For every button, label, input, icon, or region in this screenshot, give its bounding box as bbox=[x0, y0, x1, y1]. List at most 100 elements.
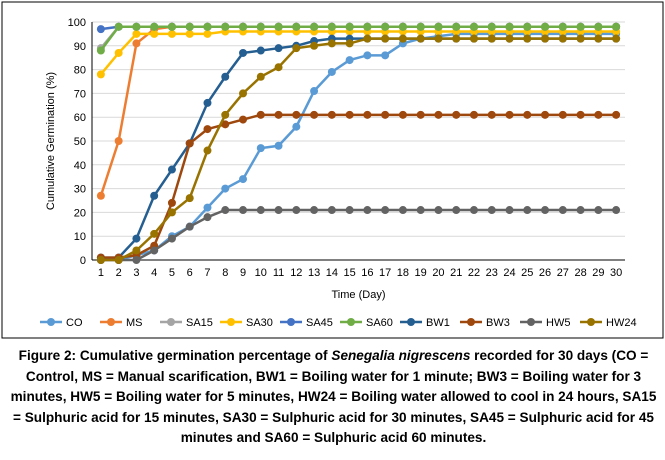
x-tick-label: 17 bbox=[379, 267, 391, 279]
point-sa30 bbox=[203, 29, 212, 38]
y-axis-title: Cumulative Germination (%) bbox=[45, 72, 57, 210]
point-hw24 bbox=[363, 34, 372, 43]
point-bw3 bbox=[416, 110, 425, 119]
x-tick-label: 19 bbox=[415, 267, 427, 279]
point-hw24 bbox=[239, 89, 248, 98]
point-bw3 bbox=[327, 110, 336, 119]
legend-label-co: CO bbox=[66, 317, 83, 329]
point-sa60 bbox=[505, 22, 514, 31]
point-sa60 bbox=[612, 22, 621, 31]
point-hw24 bbox=[327, 39, 336, 48]
legend-label-sa60: SA60 bbox=[366, 317, 393, 329]
point-bw3 bbox=[345, 110, 354, 119]
point-sa60 bbox=[132, 22, 141, 31]
point-sa30 bbox=[167, 29, 176, 38]
point-sa60 bbox=[434, 22, 443, 31]
point-hw5 bbox=[167, 234, 176, 243]
figure-caption: Figure 2: Cumulative germination percent… bbox=[6, 346, 661, 449]
point-hw5 bbox=[327, 206, 336, 215]
x-tick-label: 10 bbox=[255, 267, 267, 279]
y-tick-label: 90 bbox=[74, 41, 86, 53]
point-hw5 bbox=[469, 206, 478, 215]
point-sa60 bbox=[416, 22, 425, 31]
point-hw24 bbox=[594, 34, 603, 43]
point-sa60 bbox=[274, 22, 283, 31]
point-hw5 bbox=[505, 206, 514, 215]
point-bw1 bbox=[256, 46, 265, 55]
point-bw3 bbox=[203, 125, 212, 134]
point-co bbox=[363, 51, 372, 60]
point-hw24 bbox=[558, 34, 567, 43]
point-hw5 bbox=[612, 206, 621, 215]
point-hw5 bbox=[292, 206, 301, 215]
x-tick-label: 2 bbox=[116, 267, 122, 279]
point-co bbox=[274, 141, 283, 150]
x-tick-label: 5 bbox=[169, 267, 175, 279]
point-co bbox=[239, 175, 248, 184]
point-sa60 bbox=[487, 22, 496, 31]
legend-marker-co bbox=[47, 318, 55, 326]
point-hw5 bbox=[452, 206, 461, 215]
legend-label-ms: MS bbox=[126, 317, 143, 329]
point-sa60 bbox=[114, 22, 123, 31]
point-hw24 bbox=[452, 34, 461, 43]
point-co bbox=[310, 87, 319, 96]
point-sa60 bbox=[576, 22, 585, 31]
point-bw3 bbox=[594, 110, 603, 119]
point-hw5 bbox=[274, 206, 283, 215]
point-hw5 bbox=[434, 206, 443, 215]
x-tick-label: 11 bbox=[273, 267, 284, 279]
point-sa60 bbox=[167, 22, 176, 31]
point-hw5 bbox=[345, 206, 354, 215]
point-bw3 bbox=[256, 110, 265, 119]
y-tick-label: 60 bbox=[74, 112, 86, 124]
x-tick-label: 8 bbox=[222, 267, 228, 279]
x-tick-label: 25 bbox=[521, 267, 533, 279]
legend-marker-ms bbox=[107, 318, 115, 326]
x-tick-label: 13 bbox=[308, 267, 320, 279]
point-sa45 bbox=[96, 25, 105, 34]
point-bw3 bbox=[292, 110, 301, 119]
x-tick-label: 6 bbox=[187, 267, 193, 279]
point-hw5 bbox=[541, 206, 550, 215]
point-hw24 bbox=[256, 72, 265, 81]
point-sa30 bbox=[185, 29, 194, 38]
point-bw1 bbox=[150, 191, 159, 200]
point-bw3 bbox=[363, 110, 372, 119]
point-sa60 bbox=[594, 22, 603, 31]
point-sa60 bbox=[363, 22, 372, 31]
point-hw5 bbox=[132, 256, 141, 264]
point-bw1 bbox=[132, 234, 141, 243]
point-bw3 bbox=[381, 110, 390, 119]
point-hw24 bbox=[612, 34, 621, 43]
legend-marker-sa60 bbox=[347, 318, 355, 326]
point-hw24 bbox=[150, 229, 159, 238]
legend-label-bw1: BW1 bbox=[426, 317, 450, 329]
point-bw3 bbox=[523, 110, 532, 119]
point-hw5 bbox=[185, 222, 194, 231]
point-bw3 bbox=[310, 110, 319, 119]
legend-label-sa45: SA45 bbox=[306, 317, 333, 329]
y-tick-label: 50 bbox=[74, 136, 86, 148]
legend-marker-bw3 bbox=[467, 318, 475, 326]
x-tick-label: 29 bbox=[592, 267, 604, 279]
point-sa60 bbox=[256, 22, 265, 31]
legend-marker-sa30 bbox=[227, 318, 235, 326]
point-hw5 bbox=[239, 206, 248, 215]
chart-border bbox=[1, 1, 664, 339]
point-sa60 bbox=[96, 46, 105, 55]
point-bw3 bbox=[505, 110, 514, 119]
x-tick-label: 3 bbox=[133, 267, 139, 279]
point-hw24 bbox=[541, 34, 550, 43]
x-tick-label: 12 bbox=[290, 267, 302, 279]
legend-label-hw24: HW24 bbox=[606, 317, 637, 329]
x-tick-label: 30 bbox=[610, 267, 622, 279]
x-tick-label: 28 bbox=[574, 267, 586, 279]
x-tick-label: 24 bbox=[503, 267, 515, 279]
point-hw5 bbox=[576, 206, 585, 215]
point-sa60 bbox=[469, 22, 478, 31]
x-tick-label: 20 bbox=[432, 267, 444, 279]
point-bw3 bbox=[239, 115, 248, 124]
point-co bbox=[345, 56, 354, 65]
